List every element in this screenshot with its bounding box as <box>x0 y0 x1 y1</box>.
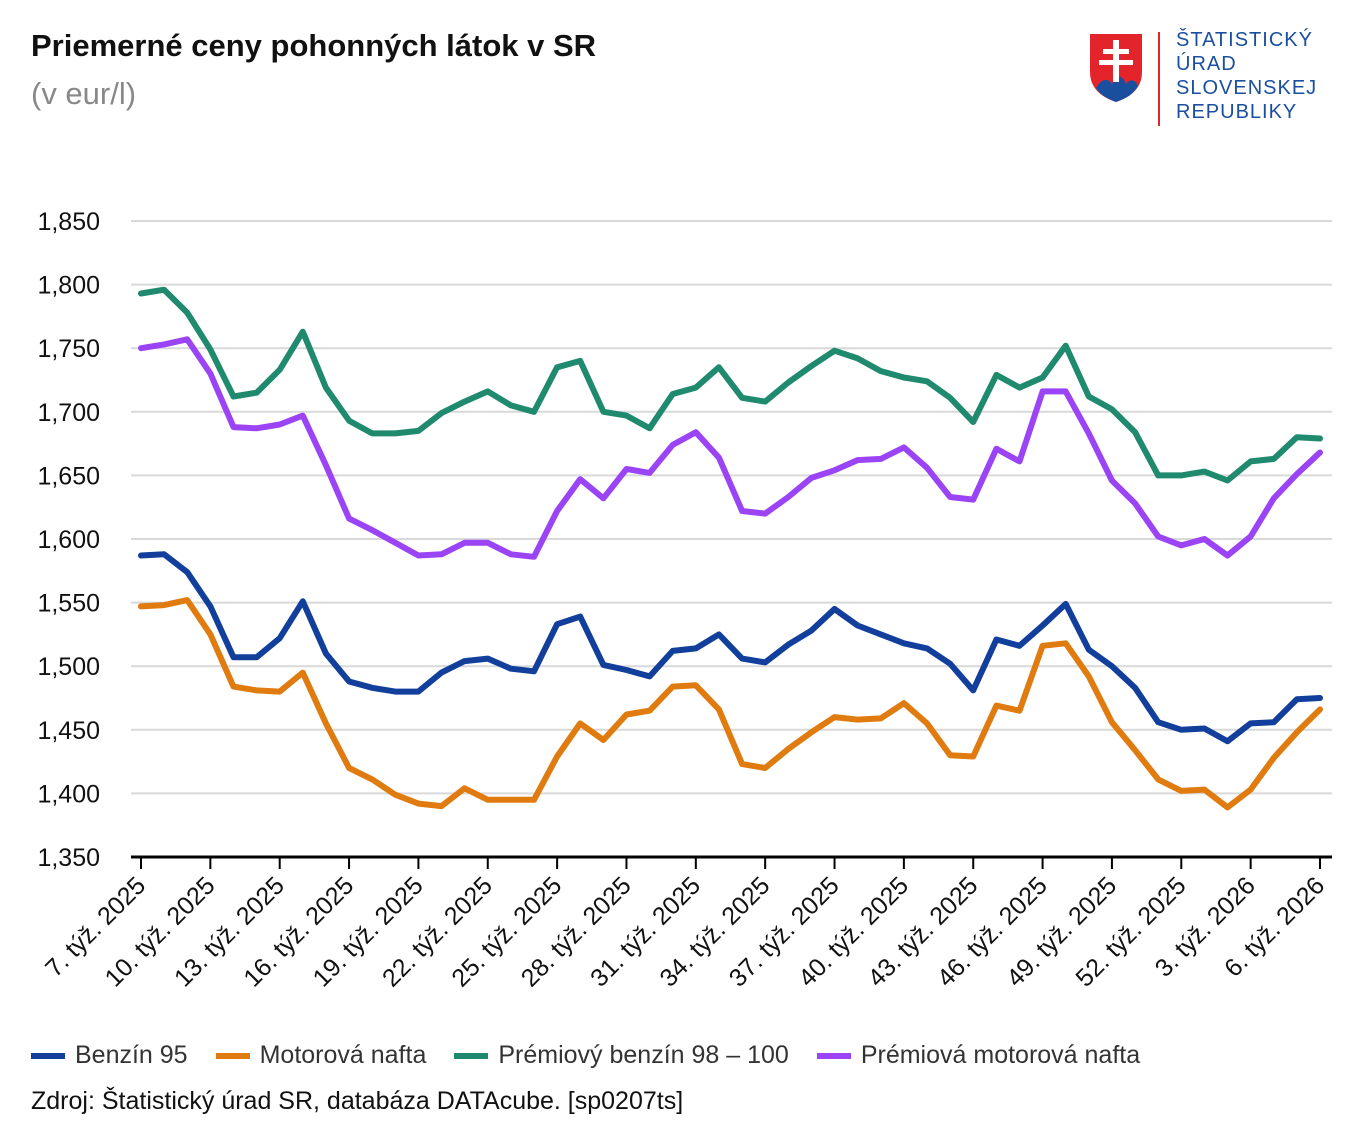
legend-item-motorova-nafta[interactable]: Motorová nafta <box>215 1041 427 1070</box>
y-tick-label: 1,450 <box>37 717 100 745</box>
y-tick-label: 1,850 <box>37 208 100 236</box>
series-line-2 <box>138 597 1323 811</box>
legend-label: Prémiový benzín 98 – 100 <box>498 1041 789 1069</box>
legend-label: Benzín 95 <box>75 1041 188 1069</box>
logo-line-3: SLOVENSKEJ <box>1176 77 1318 99</box>
series-line-1 <box>138 551 1323 745</box>
chart-title: Priemerné ceny pohonných látok v SR <box>31 28 597 63</box>
source-note: Zdroj: Štatistický úrad SR, databáza DAT… <box>31 1087 684 1115</box>
y-tick-label: 1,550 <box>37 590 100 618</box>
logo-line-2: ÚRAD <box>1176 53 1237 75</box>
legend-swatch <box>816 1052 851 1059</box>
y-tick-label: 1,400 <box>37 780 100 808</box>
logo-divider <box>1158 32 1160 126</box>
y-tick-label: 1,800 <box>37 272 100 300</box>
y-tick-label: 1,600 <box>37 526 100 554</box>
legend-swatch <box>454 1052 489 1059</box>
series-line-4 <box>138 336 1323 560</box>
legend-label: Motorová nafta <box>259 1041 427 1069</box>
y-tick-label: 1,350 <box>37 844 100 872</box>
legend: Benzín 95 Motorová nafta Prémiový benzín… <box>31 1041 1140 1070</box>
y-tick-label: 1,750 <box>37 335 100 363</box>
y-tick-label: 1,700 <box>37 399 100 427</box>
chart-subtitle: (v eur/l) <box>31 76 137 111</box>
coat-of-arms-icon <box>1090 34 1142 102</box>
legend-item-premiova-nafta[interactable]: Prémiová motorová nafta <box>816 1041 1141 1070</box>
statistical-office-logo: ŠTATISTICKÝ ÚRAD SLOVENSKEJ REPUBLIKY <box>1088 28 1338 128</box>
series-line-3 <box>138 286 1323 484</box>
y-tick-label: 1,650 <box>37 462 100 490</box>
legend-swatch <box>31 1052 65 1059</box>
line-chart: 1,350 1,400 1,450 1,500 1,550 1,600 1,650 1,700… <box>37 208 1332 992</box>
legend-item-benzin-95[interactable]: Benzín 95 <box>31 1041 188 1070</box>
legend-swatch <box>215 1052 250 1059</box>
logo-line-4: REPUBLIKY <box>1176 101 1298 123</box>
y-tick-label: 1,500 <box>37 653 100 681</box>
legend-item-premiovy-benzin[interactable]: Prémiový benzín 98 – 100 <box>454 1041 789 1070</box>
legend-label: Prémiová motorová nafta <box>860 1041 1141 1069</box>
logo-line-1: ŠTATISTICKÝ <box>1176 29 1313 51</box>
